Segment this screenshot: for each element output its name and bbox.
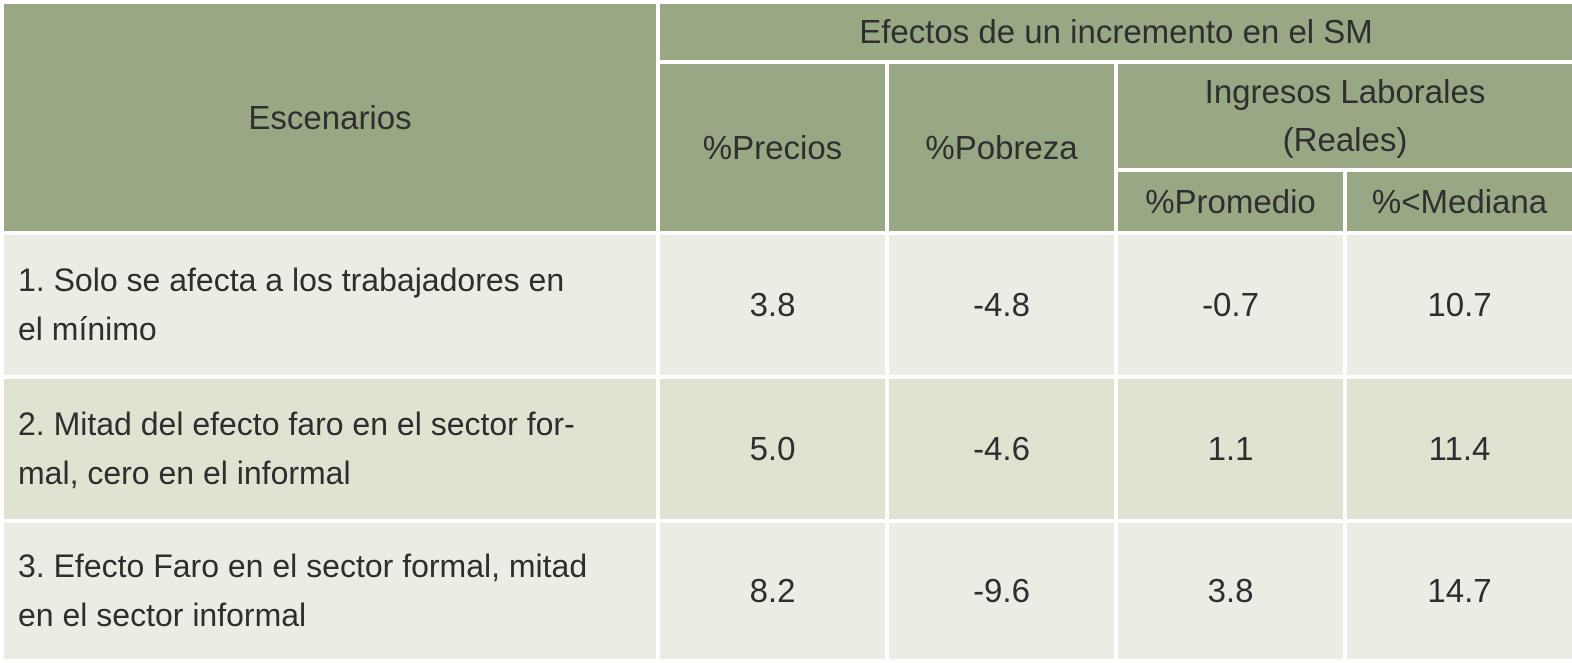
header-effects-group: Efectos de un incremento en el SM [656, 0, 1572, 64]
prices-cell: 8.2 [656, 519, 889, 663]
header-row-1: Escenarios Efectos de un incremento en e… [0, 0, 1572, 235]
scenario-cell: 2. Mitad del efecto faro en el sector fo… [0, 375, 660, 523]
table-row: 3. Efecto Faro en el sector formal, mita… [0, 519, 1572, 663]
prices-cell: 5.0 [656, 375, 889, 523]
scenario-text-line1: 1. Solo se afecta a los trabajadores en [18, 262, 565, 298]
scenario-text-line2: mal, cero en el informal [18, 455, 351, 491]
scenario-text-line2: el mínimo [18, 311, 157, 347]
poverty-cell: -4.8 [885, 231, 1118, 379]
header-scenarios: Escenarios [0, 0, 660, 235]
table-row: 2. Mitad del efecto faro en el sector fo… [0, 375, 1572, 523]
poverty-cell: -9.6 [885, 519, 1118, 663]
header-mean: %Promedio [1114, 168, 1347, 235]
prices-cell: 3.8 [656, 231, 889, 379]
below-median-cell: 14.7 [1343, 519, 1572, 663]
header-row-3: %Promedio %<Mediana [2, 168, 1572, 235]
header-prices: %Precios [656, 60, 889, 235]
scenario-cell: 3. Efecto Faro en el sector formal, mita… [0, 519, 660, 663]
header-below-median: %<Mediana [1343, 168, 1572, 235]
header-income-group-line2: (Reales) [1282, 121, 1408, 158]
header-poverty: %Pobreza [885, 60, 1118, 235]
below-median-cell: 11.4 [1343, 375, 1572, 523]
poverty-cell: -4.6 [885, 375, 1118, 523]
mean-cell: 3.8 [1114, 519, 1347, 663]
header-income-group-line1: Ingresos Laborales [1204, 73, 1486, 110]
scenario-cell: 1. Solo se afecta a los trabajadores en … [0, 231, 660, 379]
mean-cell: -0.7 [1114, 231, 1347, 379]
scenario-text-line2: en el sector informal [18, 597, 307, 633]
mean-cell: 1.1 [1114, 375, 1347, 523]
table-row: 1. Solo se afecta a los trabajadores en … [0, 231, 1572, 379]
scenario-text-line1: 2. Mitad del efecto faro en el sector fo… [18, 406, 575, 442]
header-income-group: Ingresos Laborales (Reales) [1114, 60, 1572, 172]
below-median-cell: 10.7 [1343, 231, 1572, 379]
scenario-text-line1: 3. Efecto Faro en el sector formal, mita… [18, 548, 588, 584]
header-row-2: %Precios %Pobreza Ingresos Laborales (Re… [2, 60, 1572, 235]
